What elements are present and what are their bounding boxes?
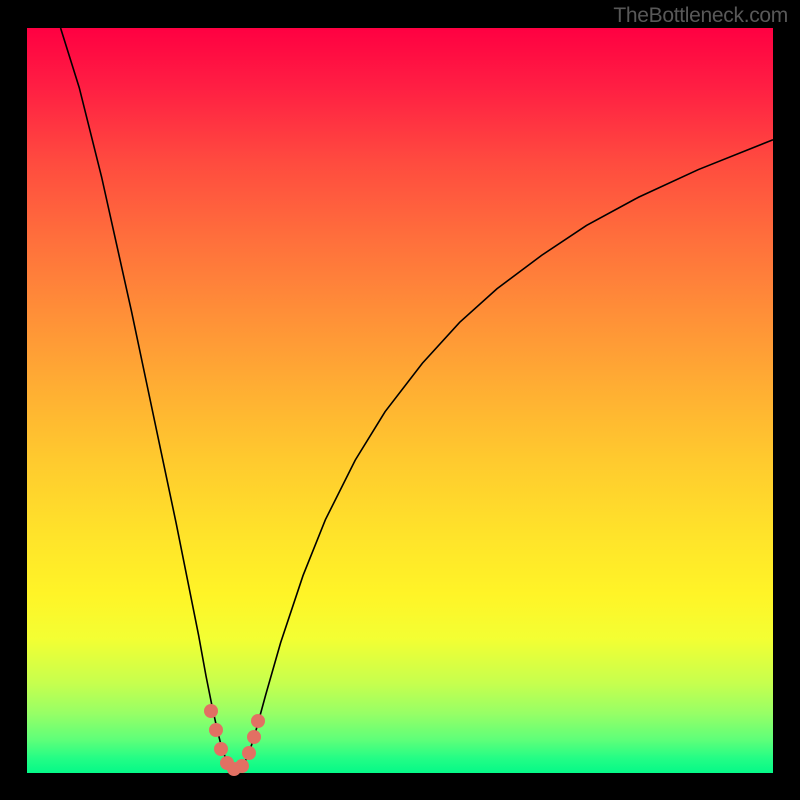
curve-marker: [235, 759, 249, 773]
curve-marker: [214, 742, 228, 756]
curve-marker: [242, 746, 256, 760]
curve-markers: [27, 28, 773, 773]
curve-marker: [251, 714, 265, 728]
outer-frame: TheBottleneck.com: [0, 0, 800, 800]
curve-marker: [209, 723, 223, 737]
curve-marker: [247, 730, 261, 744]
curve-marker: [204, 704, 218, 718]
plot-area: [27, 28, 773, 773]
watermark-text: TheBottleneck.com: [613, 4, 788, 28]
